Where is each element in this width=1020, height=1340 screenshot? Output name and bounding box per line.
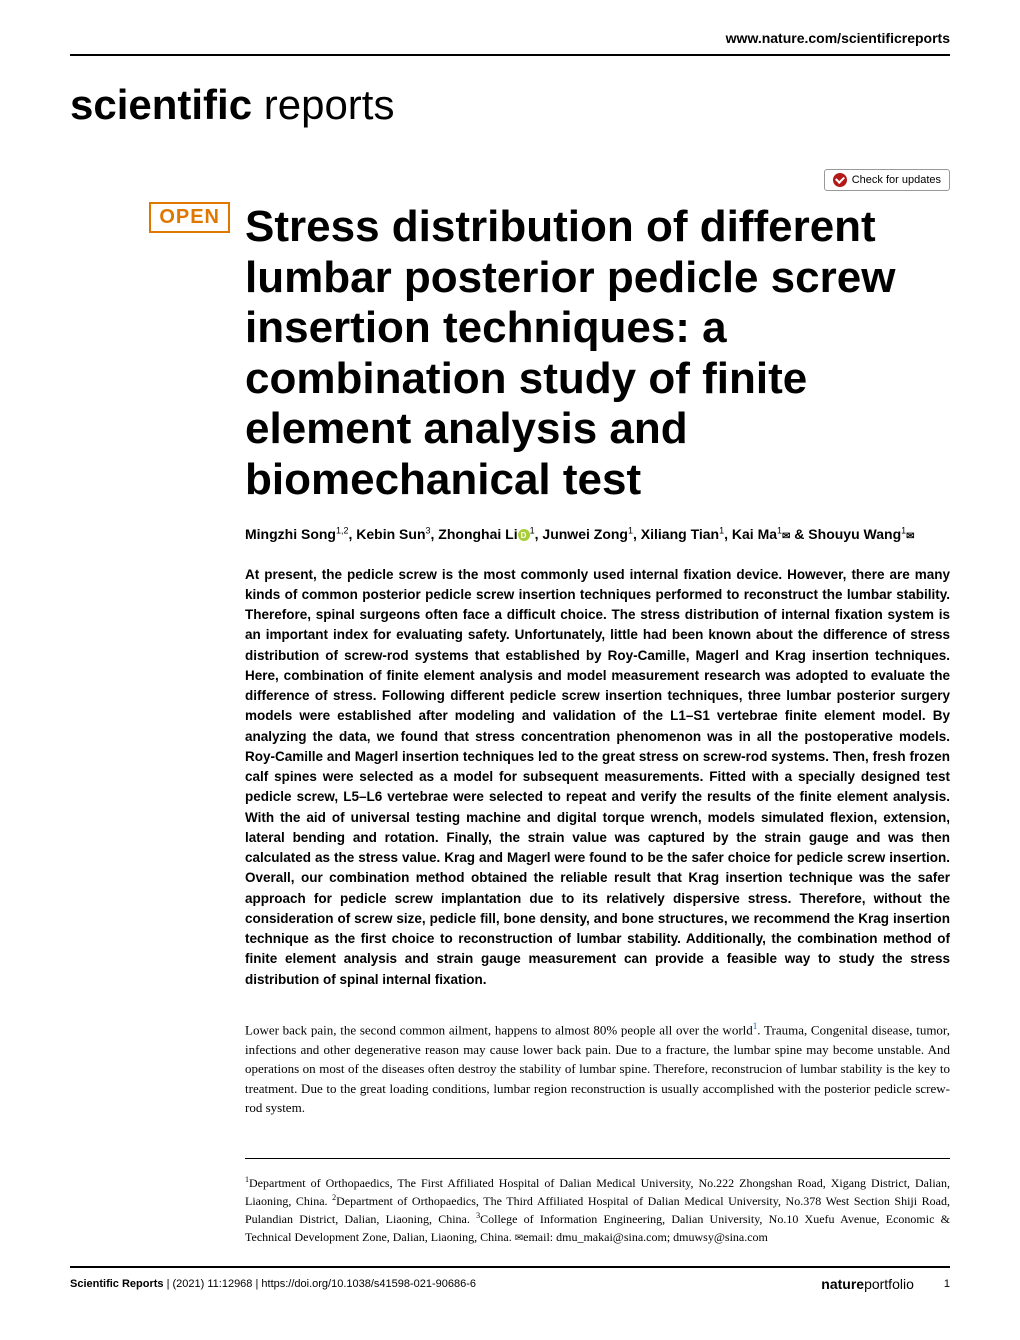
page-footer: Scientific Reports | (2021) 11:12968 | h…	[70, 1266, 950, 1292]
orcid-icon[interactable]	[518, 529, 530, 541]
page-number: 1	[944, 1278, 950, 1290]
right-column: Stress distribution of different lumbar …	[245, 202, 950, 1266]
portfolio-text: portfolio	[864, 1276, 914, 1292]
mail-icon: ✉	[906, 531, 914, 542]
logo-light: reports	[252, 81, 394, 128]
affiliations-block: 1Department of Orthopaedics, The First A…	[245, 1158, 950, 1246]
author-name[interactable]: , Kai Ma	[724, 526, 777, 542]
nature-text: nature	[821, 1276, 864, 1292]
body-paragraph: Lower back pain, the second common ailme…	[245, 1020, 950, 1118]
author-name[interactable]: , Zhonghai Li	[431, 526, 518, 542]
abstract-text: At present, the pedicle screw is the mos…	[245, 565, 950, 990]
affil-sup: 1,2	[336, 525, 349, 535]
body-text-a: Lower back pain, the second common ailme…	[245, 1022, 753, 1037]
email-link[interactable]: dmu_makai@sina.com;	[556, 1230, 673, 1244]
author-name[interactable]: , Xiliang Tian	[633, 526, 719, 542]
email-link[interactable]: dmuwsy@sina.com	[673, 1230, 768, 1244]
footer-citation-text: | (2021) 11:12968 |	[164, 1278, 262, 1290]
check-updates-label: Check for updates	[852, 174, 941, 186]
main-content: OPEN Stress distribution of different lu…	[70, 202, 950, 1266]
check-icon	[833, 173, 847, 187]
author-name[interactable]: Mingzhi Song	[245, 526, 336, 542]
email-label: email:	[523, 1230, 556, 1244]
publisher-logo: natureportfolio	[821, 1276, 914, 1292]
header-url[interactable]: www.nature.com/scientificreports	[70, 30, 950, 56]
article-title: Stress distribution of different lumbar …	[245, 202, 950, 506]
page-container: www.nature.com/scientificreports scienti…	[0, 0, 1020, 1340]
check-updates-container: Check for updates	[70, 169, 950, 192]
open-access-badge: OPEN	[149, 202, 230, 233]
footer-doi[interactable]: https://doi.org/10.1038/s41598-021-90686…	[261, 1278, 476, 1290]
author-name[interactable]: , Kebin Sun	[349, 526, 426, 542]
author-name[interactable]: , Junwei Zong	[535, 526, 628, 542]
check-updates-button[interactable]: Check for updates	[824, 169, 950, 191]
footer-citation: Scientific Reports | (2021) 11:12968 | h…	[70, 1278, 476, 1290]
left-column: OPEN	[70, 202, 230, 1266]
logo-bold: scientific	[70, 81, 252, 128]
author-name[interactable]: & Shouyu Wang	[790, 526, 901, 542]
mail-icon: ✉	[515, 1233, 523, 1244]
journal-logo: scientific reports	[70, 81, 950, 129]
authors-list: Mingzhi Song1,2, Kebin Sun3, Zhonghai Li…	[245, 524, 950, 545]
footer-right: natureportfolio 1	[821, 1276, 950, 1292]
footer-journal: Scientific Reports	[70, 1278, 164, 1290]
